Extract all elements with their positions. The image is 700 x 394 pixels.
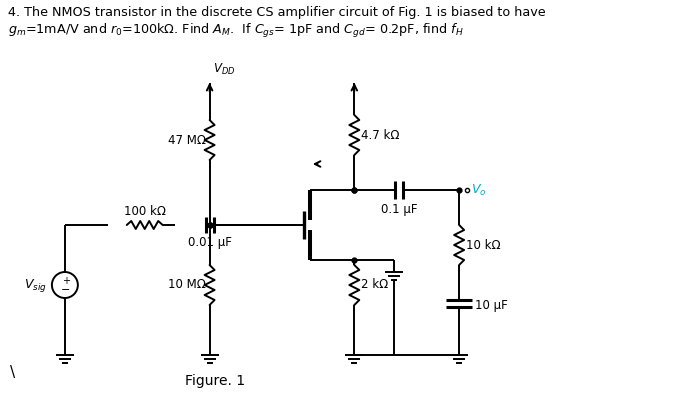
Text: 100 kΩ: 100 kΩ <box>124 205 166 218</box>
Text: 0.1 μF: 0.1 μF <box>381 203 417 216</box>
Text: 10 kΩ: 10 kΩ <box>466 238 500 251</box>
Text: 2 kΩ: 2 kΩ <box>361 279 388 292</box>
Text: 47 MΩ: 47 MΩ <box>167 134 206 147</box>
Text: 10 μF: 10 μF <box>475 299 507 312</box>
Text: $V_{DD}$: $V_{DD}$ <box>213 62 235 77</box>
Text: 10 MΩ: 10 MΩ <box>168 279 206 292</box>
Text: $g_m$=1mA/V and $r_0$=100k$\Omega$. Find $A_M$.  If $C_{gs}$= 1pF and $C_{gd}$= : $g_m$=1mA/V and $r_0$=100k$\Omega$. Find… <box>8 22 463 40</box>
Text: 4. The NMOS transistor in the discrete CS amplifier circuit of Fig. 1 is biased : 4. The NMOS transistor in the discrete C… <box>8 6 545 19</box>
Text: \: \ <box>10 365 15 380</box>
Text: 4.7 kΩ: 4.7 kΩ <box>361 128 400 141</box>
Text: 0.01 μF: 0.01 μF <box>188 236 232 249</box>
Text: −: − <box>61 285 71 295</box>
Text: $V_{sig}$: $V_{sig}$ <box>25 277 47 294</box>
Text: $V_o$: $V_o$ <box>471 182 486 197</box>
Text: +: + <box>62 276 70 286</box>
Text: Figure. 1: Figure. 1 <box>185 374 245 388</box>
